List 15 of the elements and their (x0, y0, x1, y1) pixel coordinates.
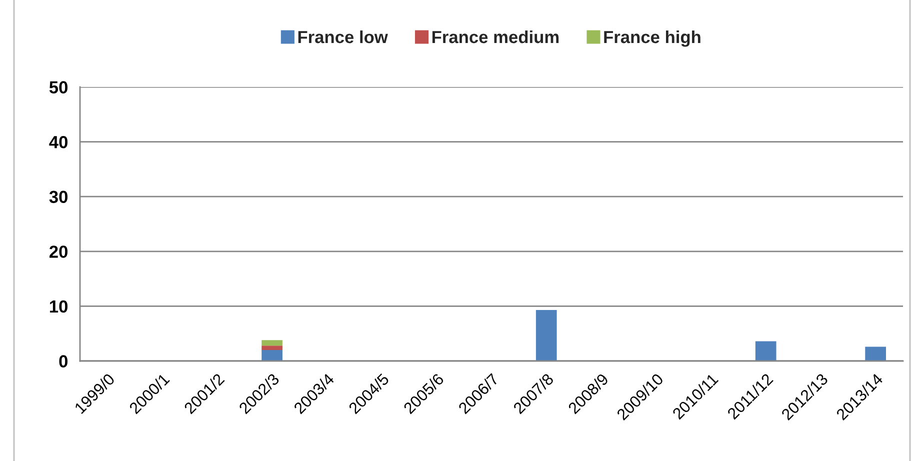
y-tick-label: 50 (49, 81, 68, 94)
bar (262, 346, 282, 350)
bar (536, 310, 557, 361)
bar (262, 340, 282, 346)
legend-label: France medium (432, 30, 559, 44)
legend-label: France high (604, 30, 700, 47)
bar (755, 341, 776, 361)
y-tick-label: 20 (49, 246, 68, 258)
bar (865, 346, 886, 361)
bar (262, 350, 282, 361)
y-tick-label: 0 (59, 355, 68, 368)
legend-label: France low (298, 30, 388, 44)
y-tick-label: 40 (49, 136, 68, 148)
y-tick-label: 30 (49, 190, 68, 204)
y-tick-label: 10 (50, 300, 68, 313)
